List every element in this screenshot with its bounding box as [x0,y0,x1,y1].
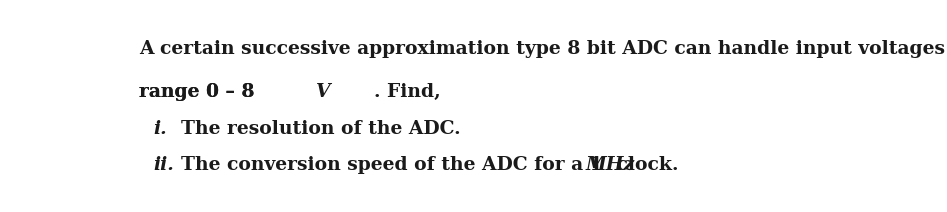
Text: . Find,: . Find, [374,82,441,100]
Text: range 0 – 8: range 0 – 8 [139,82,255,100]
Text: range 0 – 8: range 0 – 8 [139,82,255,100]
Text: The resolution of the ADC.: The resolution of the ADC. [181,120,460,138]
Text: clock.: clock. [610,156,679,174]
Text: The conversion speed of the ADC for a 1: The conversion speed of the ADC for a 1 [181,156,602,174]
Text: V: V [315,82,331,100]
Text: i.: i. [153,120,168,138]
Text: A certain successive approximation type 8 bit ADC can handle input voltages in t: A certain successive approximation type … [139,40,947,58]
Text: ii.: ii. [153,156,174,174]
Text: MHz: MHz [585,156,634,174]
